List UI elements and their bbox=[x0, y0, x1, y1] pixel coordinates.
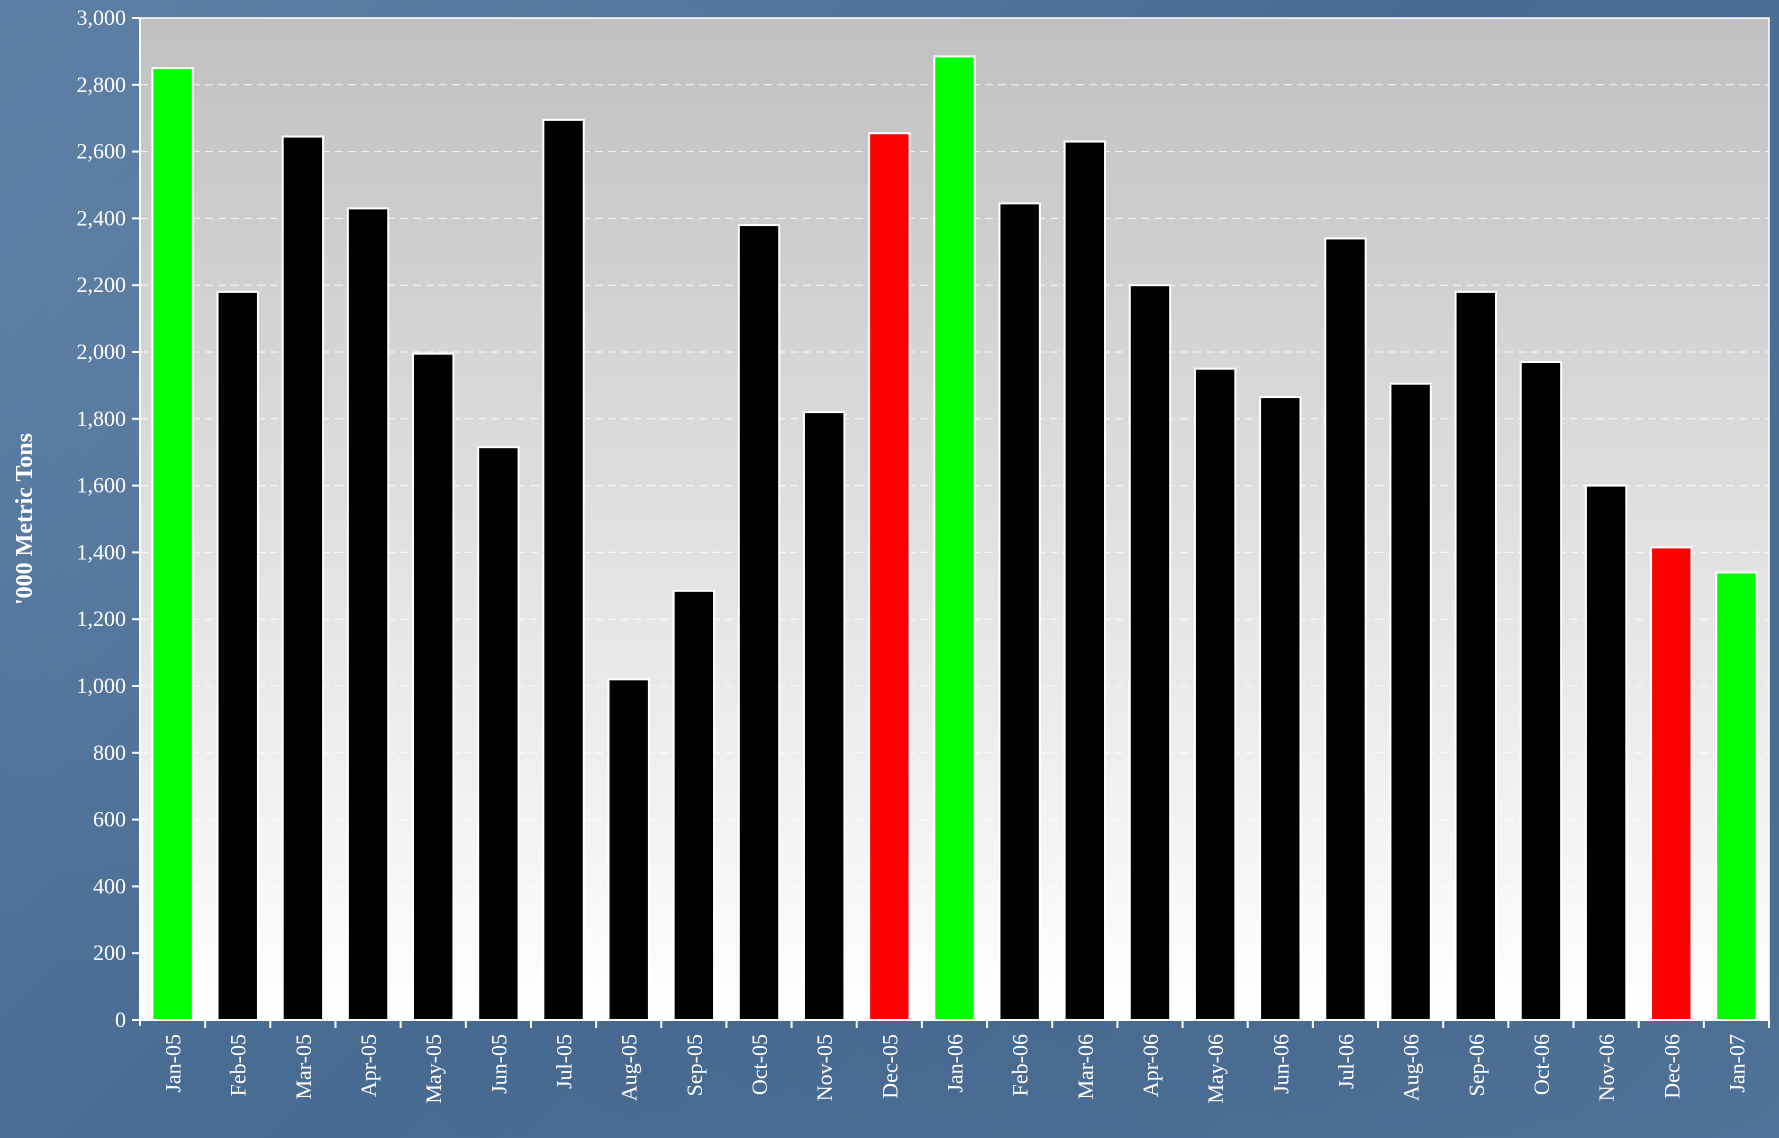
x-tick-label: Dec-06 bbox=[1659, 1034, 1684, 1099]
bar bbox=[933, 55, 976, 1022]
y-axis-title: '000 Metric Tons bbox=[12, 433, 38, 605]
x-tick-label: Sep-06 bbox=[1464, 1034, 1489, 1096]
x-tick-label: Jan-06 bbox=[943, 1034, 968, 1093]
bar bbox=[998, 202, 1041, 1021]
y-tick-label: 800 bbox=[93, 740, 126, 765]
y-tick-label: 1,800 bbox=[77, 406, 127, 431]
bar bbox=[1715, 571, 1758, 1021]
x-tick-label: Nov-06 bbox=[1594, 1034, 1619, 1101]
bar bbox=[1454, 290, 1497, 1021]
y-tick-label: 1,000 bbox=[77, 673, 127, 698]
y-tick-label: 2,200 bbox=[77, 272, 127, 297]
bar bbox=[151, 67, 194, 1022]
x-tick-label: Apr-05 bbox=[356, 1034, 381, 1097]
y-tick-label: 400 bbox=[93, 873, 126, 898]
x-tick-label: Feb-05 bbox=[226, 1034, 251, 1096]
x-tick-label: Mar-06 bbox=[1073, 1034, 1098, 1100]
grid-lines bbox=[140, 84, 1769, 954]
x-tick-label: Dec-05 bbox=[877, 1034, 902, 1099]
x-tick-label: Feb-06 bbox=[1008, 1034, 1033, 1096]
bar bbox=[607, 678, 650, 1021]
y-tick-label: 2,400 bbox=[77, 205, 127, 230]
bar bbox=[1193, 367, 1237, 1021]
y-tick-label: 2,600 bbox=[77, 139, 127, 164]
x-tick-label: Oct-05 bbox=[747, 1034, 772, 1095]
x-tick-label: Sep-05 bbox=[682, 1034, 707, 1096]
bar bbox=[1128, 284, 1172, 1021]
y-tick-label: 1,600 bbox=[77, 473, 127, 498]
y-tick-label: 200 bbox=[93, 940, 126, 965]
bar bbox=[868, 132, 911, 1022]
x-tick-label: May-05 bbox=[421, 1034, 446, 1104]
bar bbox=[477, 446, 520, 1021]
x-tick-label: Jul-06 bbox=[1333, 1034, 1358, 1089]
x-tick-label: Jan-05 bbox=[161, 1034, 186, 1093]
y-tick-label: 1,200 bbox=[77, 606, 127, 631]
bar bbox=[216, 290, 259, 1021]
x-tick-label: Jan-07 bbox=[1724, 1034, 1749, 1093]
bar bbox=[542, 118, 585, 1022]
y-tick-label: 1,400 bbox=[77, 539, 127, 564]
bar bbox=[412, 352, 455, 1022]
x-tick-label: May-06 bbox=[1203, 1034, 1228, 1104]
bar bbox=[672, 589, 716, 1021]
bar bbox=[1584, 484, 1628, 1022]
x-tick-label: Aug-06 bbox=[1399, 1034, 1424, 1101]
bar bbox=[1063, 140, 1107, 1021]
bar bbox=[802, 411, 846, 1021]
bar bbox=[1519, 361, 1563, 1021]
bar bbox=[737, 224, 781, 1021]
bar bbox=[346, 207, 390, 1021]
bars bbox=[151, 55, 1758, 1022]
y-tick-label: 600 bbox=[93, 807, 126, 832]
y-tick-label: 2,000 bbox=[77, 339, 127, 364]
bar bbox=[1259, 396, 1302, 1021]
bar bbox=[1324, 237, 1367, 1021]
y-tick-label: 2,800 bbox=[77, 72, 127, 97]
x-tick-labels: Jan-05 Feb-05 Mar-05 Apr-05 May-05 Jun-05 Jul-… bbox=[161, 1034, 1750, 1104]
axes bbox=[132, 17, 1770, 1028]
y-tick-label: 3,000 bbox=[77, 5, 127, 30]
x-tick-label: Apr-06 bbox=[1138, 1034, 1163, 1097]
x-tick-label: Jul-05 bbox=[552, 1034, 577, 1089]
y-tick-labels: 0 200 400 600 800 1,000 1,200 1,400 1,600 1,800 2,… bbox=[77, 5, 127, 1032]
x-tick-label: Mar-05 bbox=[291, 1034, 316, 1100]
x-tick-label: Jun-06 bbox=[1268, 1034, 1293, 1094]
bar bbox=[281, 135, 325, 1021]
bar bbox=[1389, 382, 1432, 1022]
y-tick-label: 0 bbox=[115, 1007, 126, 1032]
x-tick-label: Aug-05 bbox=[617, 1034, 642, 1101]
x-tick-label: Jun-05 bbox=[486, 1034, 511, 1094]
x-tick-label: Oct-06 bbox=[1529, 1034, 1554, 1095]
bar bbox=[1650, 546, 1693, 1021]
x-tick-label: Nov-05 bbox=[812, 1034, 837, 1101]
